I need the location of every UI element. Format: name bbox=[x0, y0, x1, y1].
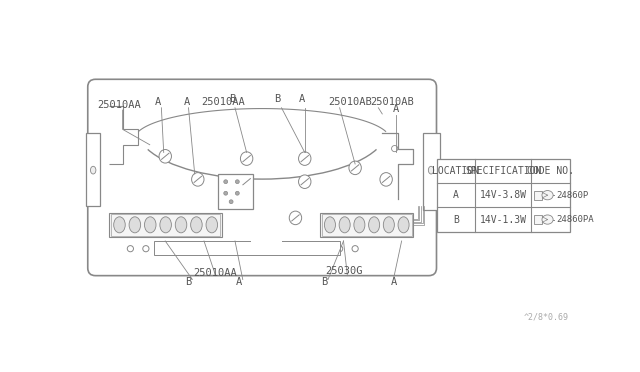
Bar bbox=[218, 174, 253, 209]
Text: 24860PA: 24860PA bbox=[556, 215, 593, 224]
Ellipse shape bbox=[428, 166, 434, 174]
Text: B: B bbox=[453, 215, 459, 225]
Bar bbox=[154, 241, 340, 255]
Text: A: A bbox=[391, 277, 397, 287]
Ellipse shape bbox=[542, 215, 553, 224]
Text: A: A bbox=[236, 277, 242, 287]
Ellipse shape bbox=[175, 217, 187, 233]
Ellipse shape bbox=[354, 217, 365, 233]
Ellipse shape bbox=[236, 180, 239, 184]
Ellipse shape bbox=[160, 217, 172, 233]
Text: A: A bbox=[184, 97, 190, 107]
Text: 25010AA: 25010AA bbox=[97, 100, 141, 110]
Text: 25010AA: 25010AA bbox=[202, 97, 245, 107]
Text: B: B bbox=[321, 277, 327, 287]
Bar bbox=[320, 212, 413, 237]
Text: ^2/8*0.69: ^2/8*0.69 bbox=[524, 313, 568, 322]
Bar bbox=[109, 212, 222, 237]
Ellipse shape bbox=[145, 217, 156, 233]
Ellipse shape bbox=[90, 166, 96, 174]
Ellipse shape bbox=[191, 173, 204, 186]
Ellipse shape bbox=[298, 152, 311, 166]
Ellipse shape bbox=[337, 246, 343, 252]
Text: A: A bbox=[154, 97, 161, 107]
Bar bbox=[534, 215, 542, 224]
Ellipse shape bbox=[324, 217, 335, 233]
Ellipse shape bbox=[380, 173, 392, 186]
Ellipse shape bbox=[159, 150, 172, 163]
Bar bbox=[250, 241, 282, 255]
Ellipse shape bbox=[191, 217, 202, 233]
Bar bbox=[534, 190, 542, 200]
Ellipse shape bbox=[114, 217, 125, 233]
Text: 25010AB: 25010AB bbox=[328, 97, 372, 107]
Ellipse shape bbox=[224, 191, 228, 195]
Text: 14V-1.3W: 14V-1.3W bbox=[479, 215, 527, 225]
Ellipse shape bbox=[129, 217, 141, 233]
Ellipse shape bbox=[398, 217, 409, 233]
Ellipse shape bbox=[352, 246, 358, 252]
Text: A: A bbox=[298, 94, 305, 105]
Text: 25010AB: 25010AB bbox=[371, 97, 414, 107]
Ellipse shape bbox=[349, 161, 362, 174]
Text: CODE NO.: CODE NO. bbox=[527, 166, 574, 176]
Bar bbox=[86, 133, 100, 206]
Bar bbox=[422, 133, 440, 210]
Text: B: B bbox=[275, 94, 281, 105]
Ellipse shape bbox=[339, 217, 350, 233]
Ellipse shape bbox=[229, 200, 233, 203]
Ellipse shape bbox=[241, 175, 253, 189]
Ellipse shape bbox=[127, 246, 134, 252]
Ellipse shape bbox=[369, 217, 380, 233]
Ellipse shape bbox=[224, 180, 228, 184]
Ellipse shape bbox=[383, 217, 394, 233]
Ellipse shape bbox=[542, 190, 553, 200]
Text: B: B bbox=[230, 94, 236, 105]
Bar bbox=[436, 158, 570, 232]
FancyBboxPatch shape bbox=[88, 79, 436, 276]
Ellipse shape bbox=[143, 246, 149, 252]
Text: 25030G: 25030G bbox=[324, 266, 362, 276]
Text: LOCATION: LOCATION bbox=[433, 166, 479, 176]
Text: A: A bbox=[393, 105, 399, 115]
Ellipse shape bbox=[289, 211, 301, 225]
Text: A: A bbox=[453, 190, 459, 200]
Ellipse shape bbox=[241, 152, 253, 166]
Bar bbox=[111, 214, 220, 235]
Ellipse shape bbox=[206, 217, 218, 233]
Text: B: B bbox=[186, 277, 191, 287]
Bar bbox=[322, 214, 412, 235]
Ellipse shape bbox=[392, 145, 397, 152]
Text: 14V-3.8W: 14V-3.8W bbox=[479, 190, 527, 200]
Text: SPECIFICATION: SPECIFICATION bbox=[465, 166, 541, 176]
Text: 25010AA: 25010AA bbox=[194, 267, 237, 278]
Ellipse shape bbox=[298, 175, 311, 189]
Text: 24860P: 24860P bbox=[556, 191, 588, 200]
Ellipse shape bbox=[236, 191, 239, 195]
